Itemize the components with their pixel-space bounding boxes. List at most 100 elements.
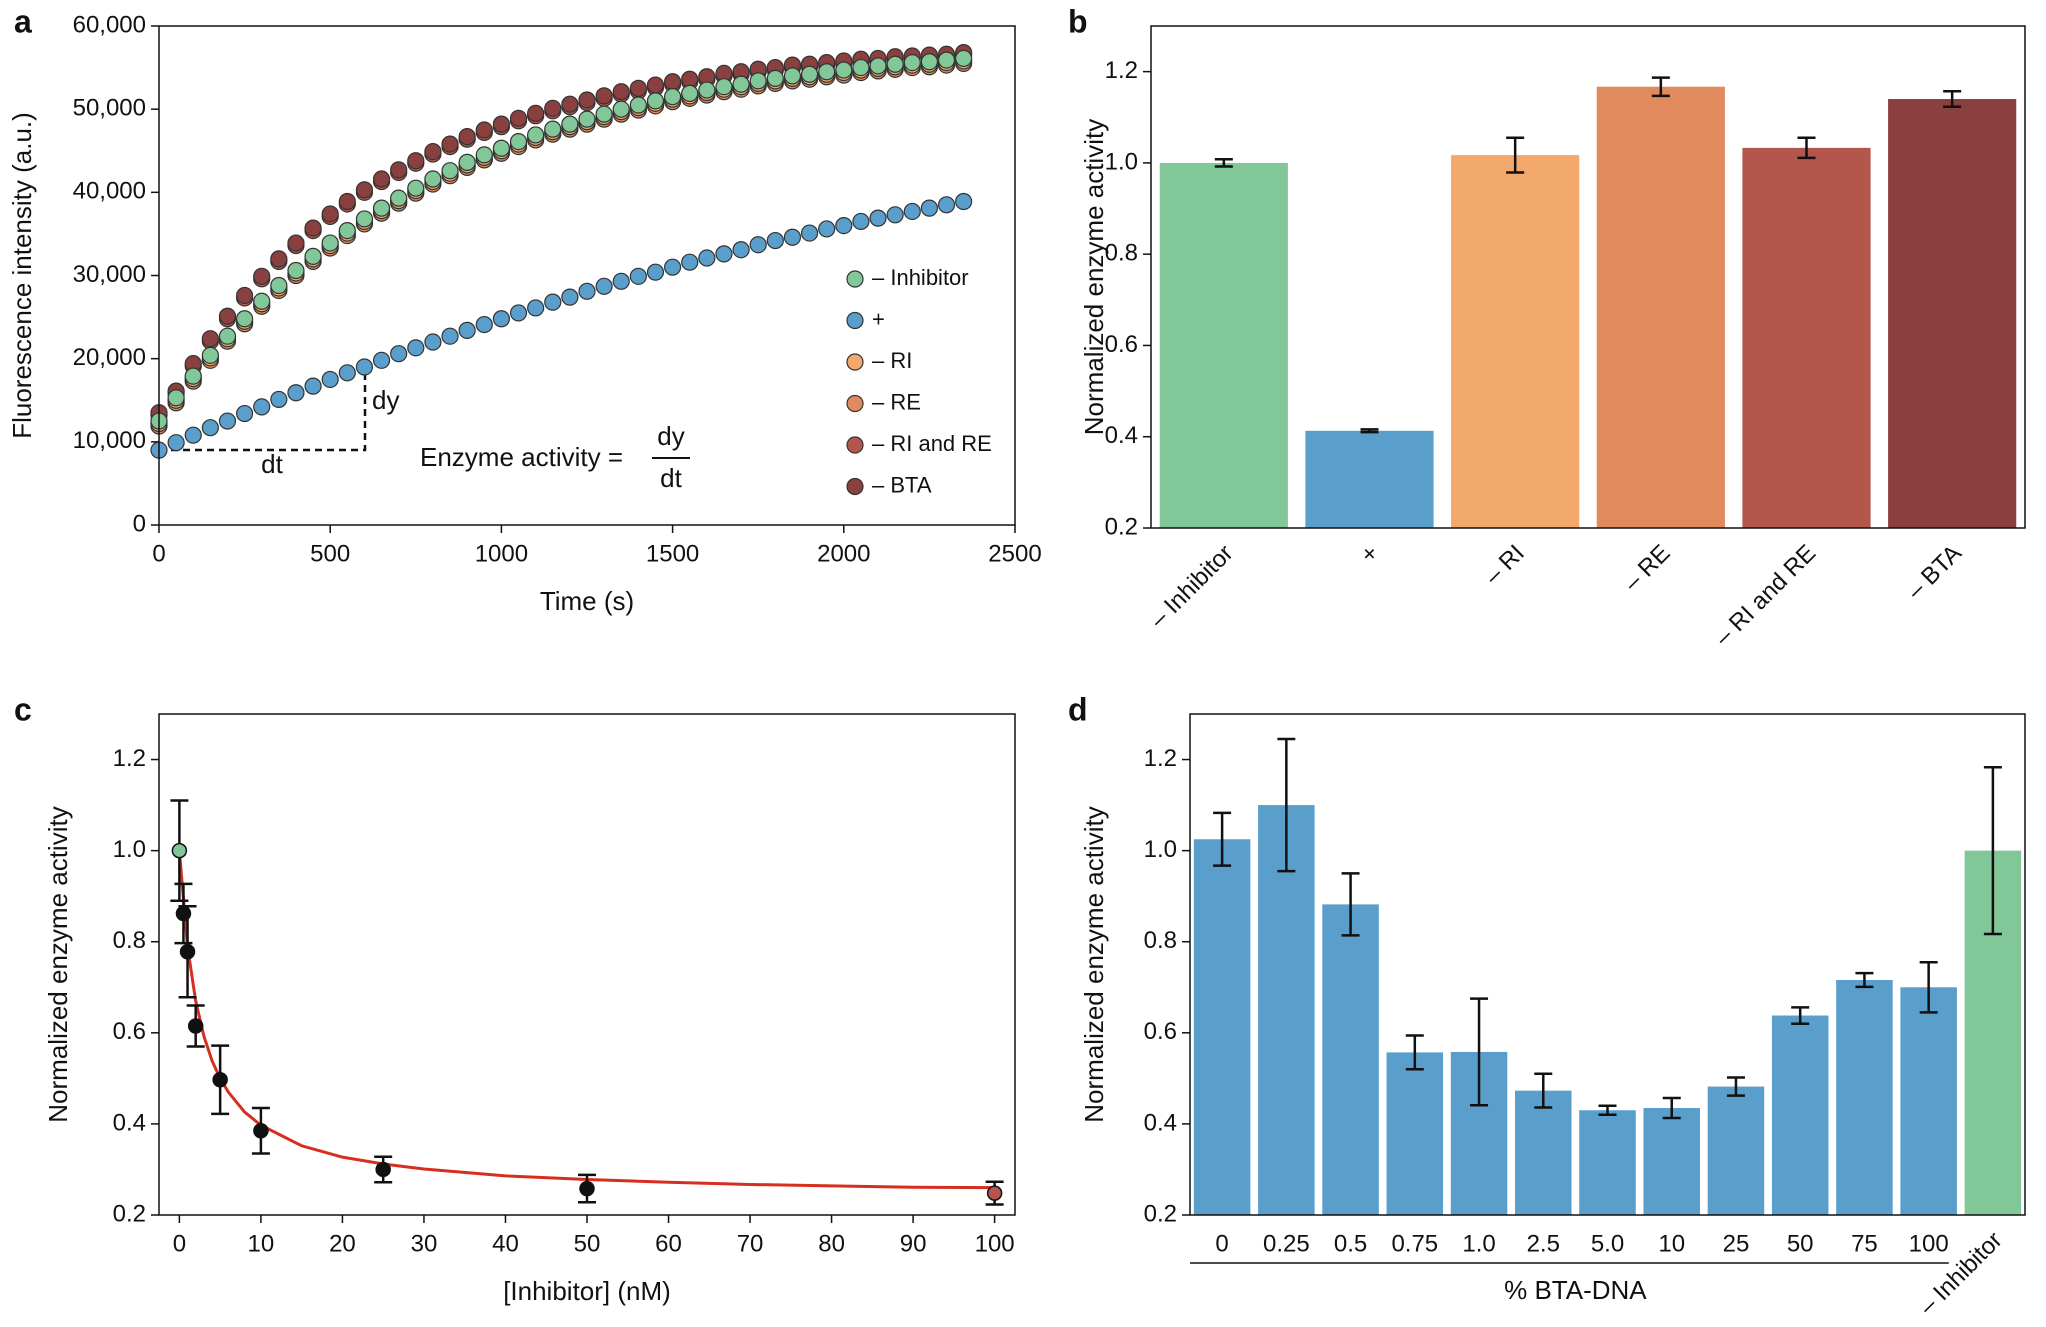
data-point bbox=[595, 87, 613, 105]
legend-label: + bbox=[872, 306, 885, 331]
data-point bbox=[424, 142, 442, 161]
panel-label: a bbox=[14, 3, 32, 39]
data-point bbox=[920, 199, 939, 217]
y-tick-label: 0.8 bbox=[1144, 927, 1177, 954]
bar bbox=[1451, 155, 1580, 528]
y-tick-label: 1.2 bbox=[1105, 57, 1138, 84]
data-point bbox=[424, 170, 442, 188]
bar bbox=[1579, 1110, 1636, 1215]
x-tick-label: 80 bbox=[818, 1230, 845, 1257]
bar bbox=[1707, 1086, 1765, 1215]
data-point bbox=[920, 53, 939, 71]
data-point bbox=[201, 330, 219, 348]
plot-frame bbox=[1189, 713, 2026, 1216]
x-tick-label: 50 bbox=[574, 1230, 601, 1257]
data-point bbox=[458, 128, 476, 146]
x-tick-label: 0.75 bbox=[1391, 1230, 1438, 1257]
y-tick-label: 0.2 bbox=[1105, 513, 1138, 540]
data-point bbox=[698, 81, 716, 99]
plot-frame bbox=[158, 25, 1016, 526]
data-point bbox=[184, 426, 202, 444]
data-point bbox=[338, 364, 356, 382]
data-point bbox=[458, 321, 476, 339]
x-tick-label: 0.5 bbox=[1334, 1230, 1367, 1257]
data-point bbox=[270, 390, 288, 409]
bar bbox=[1515, 1090, 1572, 1215]
y-tick-label: 0.4 bbox=[1105, 422, 1138, 449]
x-tick-label: 40 bbox=[492, 1230, 519, 1257]
legend-marker bbox=[846, 477, 864, 496]
data-point bbox=[886, 55, 904, 73]
data-point bbox=[698, 249, 716, 267]
x-tick-label: 0 bbox=[173, 1230, 186, 1257]
x-tick-label: 90 bbox=[900, 1230, 927, 1257]
data-point bbox=[372, 351, 391, 369]
data-point bbox=[270, 276, 288, 295]
plot-frame bbox=[1150, 25, 2026, 529]
y-tick-label: 1.2 bbox=[1144, 745, 1177, 772]
data-point bbox=[236, 310, 254, 328]
data-point bbox=[629, 267, 647, 285]
data-point bbox=[715, 78, 733, 96]
data-point bbox=[492, 139, 510, 157]
y-axis-label: Normalized enzyme activity bbox=[1079, 806, 1109, 1122]
data-point bbox=[253, 1122, 269, 1139]
data-point bbox=[338, 192, 356, 211]
annotation: dy bbox=[372, 385, 399, 415]
data-point bbox=[783, 228, 802, 246]
fit-line bbox=[177, 850, 995, 1190]
y-tick-label: 0 bbox=[133, 510, 146, 537]
plot-frame bbox=[158, 713, 1016, 1216]
data-point bbox=[835, 217, 853, 235]
panel-label: b bbox=[1068, 3, 1088, 39]
y-tick-label: 1.0 bbox=[113, 836, 146, 863]
data-point bbox=[424, 333, 442, 351]
y-tick-label: 60,000 bbox=[73, 11, 146, 38]
y-tick-label: 1.2 bbox=[113, 745, 146, 772]
x-axis-label: % BTA-DNA bbox=[1504, 1275, 1647, 1305]
x-tick-label: 10 bbox=[1658, 1230, 1685, 1257]
data-point bbox=[544, 99, 562, 117]
data-point bbox=[175, 905, 192, 922]
x-tick-label: 1500 bbox=[646, 540, 699, 567]
data-point bbox=[441, 162, 459, 180]
x-tick-label: 2000 bbox=[817, 540, 870, 567]
y-tick-label: 0.4 bbox=[1144, 1109, 1177, 1136]
data-point bbox=[475, 121, 493, 139]
legend-marker bbox=[846, 270, 864, 288]
bar bbox=[1159, 162, 1288, 528]
data-point bbox=[201, 419, 219, 437]
legend-marker bbox=[846, 394, 864, 413]
legend-label: – RI and RE bbox=[872, 431, 992, 456]
x-axis-label: Time (s) bbox=[540, 586, 634, 616]
data-point bbox=[612, 272, 630, 290]
data-point bbox=[304, 377, 322, 395]
bar bbox=[1258, 805, 1315, 1215]
x-tick-label: 0 bbox=[1215, 1230, 1228, 1257]
x-tick-label: 100 bbox=[1909, 1230, 1949, 1257]
annotation: Enzyme activity = bbox=[420, 442, 623, 472]
x-tick-label: 30 bbox=[411, 1230, 438, 1257]
x-axis-label: [Inhibitor] (nM) bbox=[503, 1276, 671, 1306]
y-axis-label: Fluorescence intensity (a.u.) bbox=[7, 112, 37, 439]
data-point bbox=[646, 76, 665, 94]
x-tick-label: 100 bbox=[975, 1230, 1015, 1257]
data-point bbox=[492, 115, 510, 133]
x-tick-label: – RE bbox=[1619, 540, 1676, 597]
data-point bbox=[800, 65, 819, 83]
data-point bbox=[955, 192, 973, 211]
data-point bbox=[321, 205, 339, 223]
data-point bbox=[663, 258, 682, 276]
data-point bbox=[749, 72, 767, 90]
data-point bbox=[372, 170, 391, 188]
y-tick-label: 0.4 bbox=[113, 1109, 146, 1136]
data-point bbox=[236, 286, 254, 305]
y-tick-label: 20,000 bbox=[73, 344, 146, 371]
data-point bbox=[355, 210, 374, 228]
x-tick-label: 500 bbox=[310, 540, 350, 567]
data-point bbox=[886, 206, 904, 224]
data-point bbox=[818, 63, 836, 81]
data-point bbox=[646, 263, 665, 281]
data-point bbox=[171, 842, 188, 859]
data-point bbox=[527, 299, 545, 317]
